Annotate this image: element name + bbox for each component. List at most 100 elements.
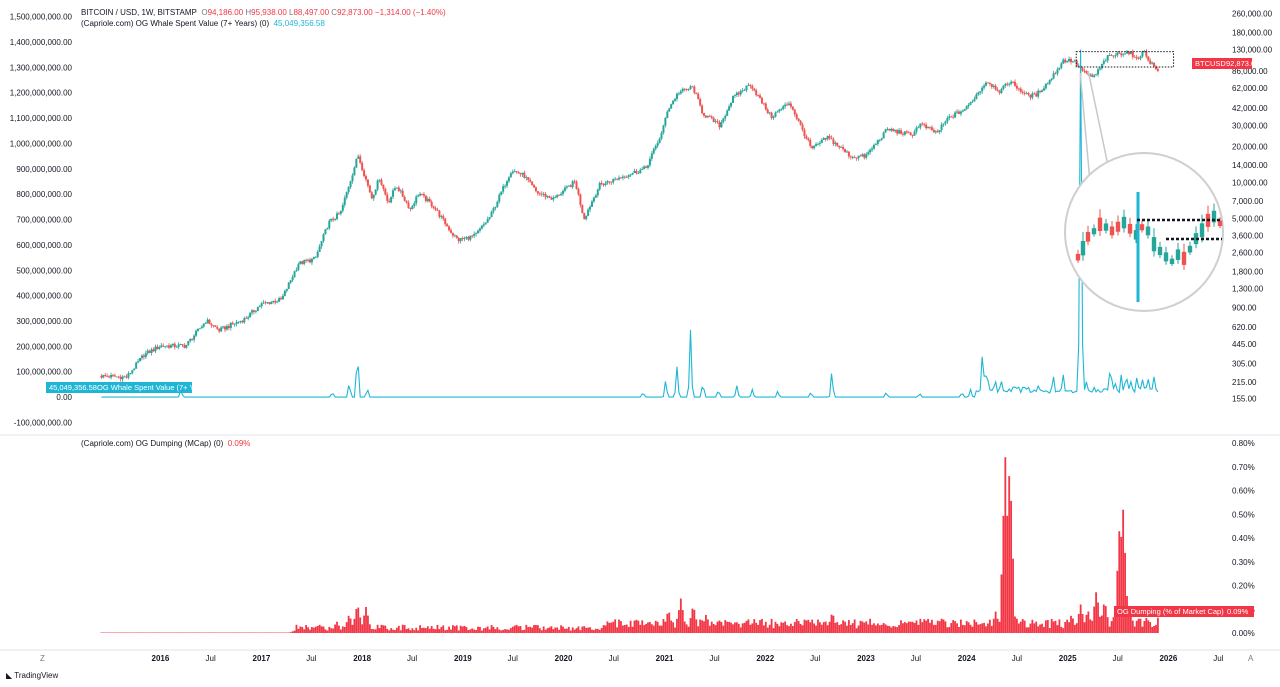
dump-bar: [659, 626, 661, 633]
dump-bar: [607, 621, 609, 633]
dump-bar: [836, 622, 838, 633]
candle-body: [180, 344, 182, 345]
whale-axis-tick-13: 200,000,000.00: [16, 342, 72, 351]
candle-body: [1043, 88, 1045, 90]
candle-body: [419, 194, 421, 195]
candle-body: [510, 173, 512, 177]
candle-body: [778, 110, 780, 112]
dump-bar: [935, 625, 937, 633]
dump-bar: [340, 629, 342, 633]
candle-body: [388, 201, 390, 202]
candle-body: [135, 363, 137, 369]
dump-bar: [630, 621, 632, 633]
candle-body: [290, 280, 292, 282]
candle-body: [110, 375, 112, 377]
dump-bar: [848, 620, 850, 633]
dump-bar: [724, 620, 726, 633]
candle-body: [1060, 63, 1062, 67]
candle-body: [415, 197, 417, 204]
dump-bar: [709, 626, 711, 633]
dump-bar: [800, 624, 802, 633]
dump-bar: [431, 626, 433, 633]
dump-bar: [377, 625, 379, 633]
candle-body: [243, 318, 245, 322]
candle-body: [433, 206, 435, 208]
dump-bar: [342, 626, 344, 633]
dump-bar: [875, 625, 877, 633]
dump-bar: [896, 627, 898, 633]
dump-bar: [605, 626, 607, 633]
candle-body: [315, 257, 317, 258]
candle-body: [328, 221, 330, 228]
dump-bar: [798, 621, 800, 633]
candle-body: [348, 187, 350, 192]
dump-bar: [456, 625, 458, 633]
dump-bar: [647, 622, 649, 633]
candle-body: [396, 188, 398, 189]
candle-body: [251, 310, 253, 312]
candle-body: [657, 143, 659, 146]
dump-bar: [692, 609, 694, 633]
candle-body: [195, 331, 197, 336]
dump-bar: [811, 620, 813, 633]
dump-bar: [479, 627, 481, 633]
candle-body: [1109, 55, 1111, 56]
candle-body: [550, 198, 552, 200]
dump-axis-tick-0: 0.80%: [1232, 439, 1255, 448]
candle-body: [624, 177, 626, 178]
tradingview-brand[interactable]: ◣ TradingView: [6, 671, 58, 680]
dump-bar: [883, 623, 885, 633]
dump-bar: [838, 625, 840, 633]
candle-body: [346, 192, 348, 198]
dump-bar: [732, 624, 734, 633]
dump-bar: [413, 630, 415, 633]
dump-bar: [697, 626, 699, 633]
dump-bar: [653, 626, 655, 633]
dump-bar: [560, 625, 562, 633]
candle-body: [829, 136, 831, 138]
dump-bar: [974, 619, 976, 633]
candle-body: [1157, 69, 1159, 71]
candle-body: [1082, 68, 1084, 70]
candle-body: [597, 189, 599, 195]
dump-bar: [964, 625, 966, 633]
dump-bar: [512, 627, 514, 633]
dump-bar: [365, 607, 367, 633]
dump-tag-name: OG Dumping (% of Market Cap): [1117, 607, 1224, 616]
candle-body: [307, 260, 309, 261]
dump-bar: [369, 624, 371, 633]
candle-body: [834, 143, 836, 144]
candle-body: [427, 199, 429, 201]
dump-bar: [701, 620, 703, 633]
dump-bar: [539, 628, 541, 633]
dump-bar: [626, 625, 628, 633]
dump-axis-tick-4: 0.40%: [1232, 534, 1255, 543]
candle-body: [1068, 59, 1070, 61]
candle-body: [661, 133, 663, 139]
candle-body: [1056, 69, 1058, 73]
dump-bar: [717, 622, 719, 633]
candle-body: [993, 86, 995, 87]
dump-bar: [952, 620, 954, 633]
mag-candle: [1200, 223, 1204, 237]
candle-body: [676, 94, 678, 99]
dump-bar: [887, 626, 889, 633]
candle-body: [326, 228, 328, 229]
dump-bar: [371, 629, 373, 633]
candle-body: [964, 109, 966, 111]
candle-body: [1138, 58, 1140, 59]
candle-body: [467, 237, 469, 240]
dump-bar: [466, 627, 468, 633]
candle-body: [278, 298, 280, 302]
candle-body: [319, 246, 321, 252]
dump-bar: [939, 621, 941, 633]
candle-body: [458, 238, 460, 241]
dump-bar: [402, 625, 404, 633]
dump-bar: [460, 626, 462, 633]
candle-body: [151, 349, 153, 353]
candle-body: [471, 236, 473, 237]
dump-axis-tick-1: 0.70%: [1232, 463, 1255, 472]
dump-bar: [726, 622, 728, 633]
